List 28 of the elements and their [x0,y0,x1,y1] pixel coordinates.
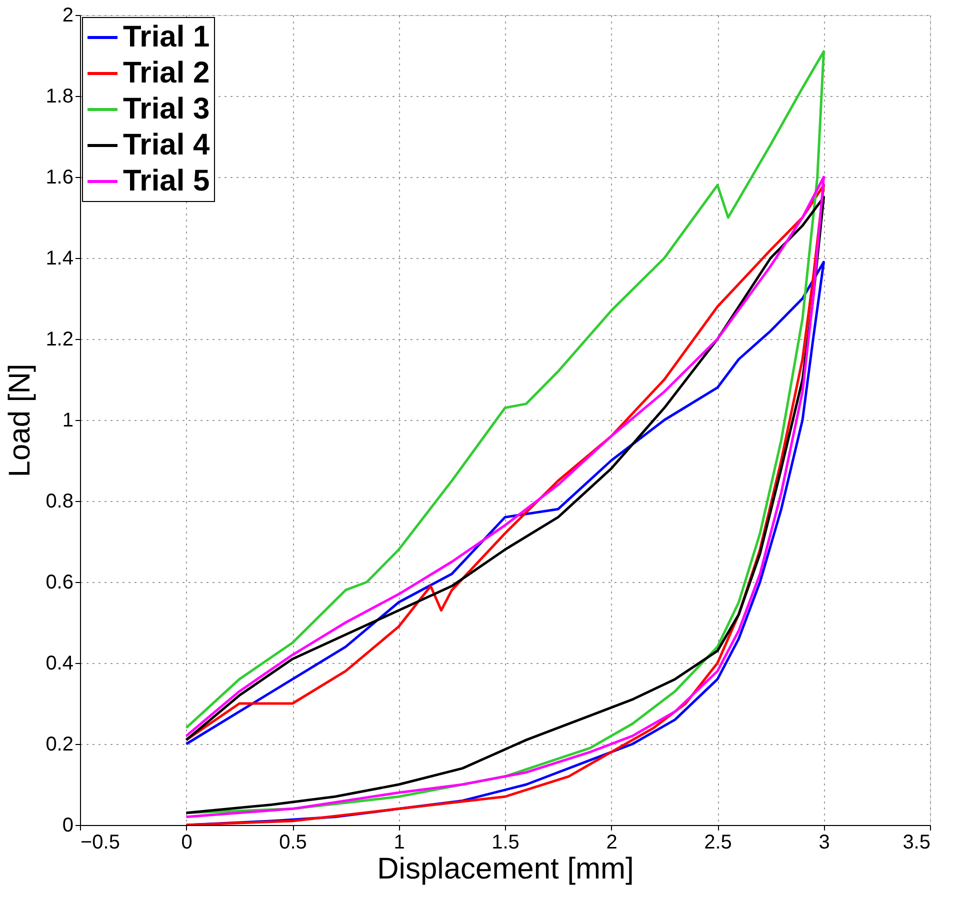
y-tick-label: 0.4 [46,652,74,674]
x-tick-label: 1.5 [492,832,520,854]
legend-label: Trial 4 [123,128,210,162]
x-tick-label: 2.5 [704,832,732,854]
x-tick-label: 0 [181,832,192,854]
y-tick-label: 1.8 [46,86,74,108]
x-axis-title: Displacement [mm] [377,852,634,886]
y-tick-label: 1.4 [46,248,74,270]
legend-label: Trial 1 [123,20,210,54]
x-tick-label: 1 [394,832,405,854]
x-tick-label: 3.5 [902,832,930,854]
legend-label: Trial 2 [123,56,210,90]
y-tick-label: 0.6 [46,572,74,594]
line-series [185,50,825,814]
legend-label: Trial 3 [123,92,210,126]
legend-label: Trial 5 [123,164,210,198]
y-tick-label: 0 [62,814,74,836]
y-tick-label: 1.6 [46,166,74,188]
x-tick-label: 2 [606,832,618,854]
x-tick-label: 0.5 [279,832,307,854]
y-tick-label: 1 [62,410,74,432]
x-tick-label: −0.5 [80,832,120,854]
y-tick-label: 0.2 [46,734,74,756]
y-tick-label: 0.8 [46,490,74,512]
y-axis-title: Load [N] [4,364,37,478]
y-tick-label: 2 [62,4,74,26]
x-tick-label: 3 [818,832,830,854]
y-tick-label: 1.2 [46,328,74,350]
